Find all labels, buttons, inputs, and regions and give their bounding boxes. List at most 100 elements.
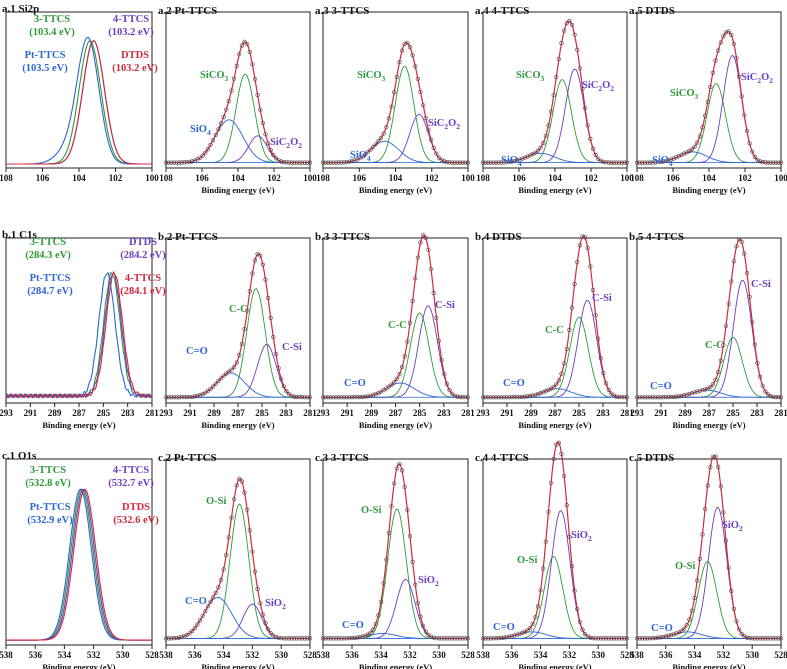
data-point xyxy=(666,158,671,163)
data-point xyxy=(174,395,179,400)
x-tick-label: 536 xyxy=(505,650,519,660)
data-point xyxy=(588,136,593,141)
data-point xyxy=(463,395,468,400)
data-point xyxy=(169,636,174,641)
data-point xyxy=(601,159,606,164)
data-point xyxy=(294,160,300,165)
legend-value-3-ttcs: (103.4 eV) xyxy=(29,27,75,38)
data-point xyxy=(765,636,771,641)
x-tick-label: 281 xyxy=(303,408,317,418)
label-sio4: SiO4 xyxy=(501,155,522,168)
data-point xyxy=(645,636,650,641)
data-point xyxy=(747,635,752,641)
x-tick-label: 534 xyxy=(688,650,702,660)
data-point xyxy=(747,141,752,146)
data-point xyxy=(287,636,292,641)
data-point xyxy=(590,146,596,151)
plot-frame xyxy=(5,458,153,646)
data-point xyxy=(689,608,695,613)
x-tick-label: 530 xyxy=(745,650,759,660)
data-point xyxy=(729,279,734,284)
x-tick-label: 291 xyxy=(183,408,197,418)
data-point xyxy=(776,395,781,400)
label-o-si: O-Si xyxy=(206,496,227,507)
data-point xyxy=(234,483,239,488)
data-point xyxy=(402,41,407,46)
data-point xyxy=(556,440,562,445)
x-tick-label: 283 xyxy=(279,408,293,418)
data-point xyxy=(562,473,567,479)
data-point xyxy=(334,636,339,641)
data-point xyxy=(642,636,648,641)
panel-title: a.5 DTDS xyxy=(629,5,675,17)
data-point xyxy=(429,267,434,272)
label-sic2o2: SiC2O2 xyxy=(741,72,773,85)
data-point xyxy=(650,395,655,400)
data-point xyxy=(252,258,258,263)
data-point xyxy=(614,160,619,165)
data-point xyxy=(197,155,203,160)
data-point xyxy=(668,632,674,638)
x-tick-label: 283 xyxy=(750,408,764,418)
plot-frame xyxy=(636,11,782,169)
x-tick-label: 528 xyxy=(461,650,475,660)
data-point xyxy=(491,160,496,165)
data-point xyxy=(713,58,718,63)
data-point xyxy=(580,627,585,632)
label-c-c: C-C xyxy=(545,325,564,336)
data-point xyxy=(237,52,242,57)
data-point xyxy=(334,395,339,400)
data-point xyxy=(229,515,234,520)
data-point xyxy=(713,454,718,459)
data-point xyxy=(593,313,598,318)
data-point xyxy=(187,159,192,164)
data-point xyxy=(289,636,294,641)
x-tick-label: 538 xyxy=(0,650,13,660)
data-point xyxy=(234,360,239,365)
x-axis-label: Binding energy (eV) xyxy=(359,662,432,669)
x-tick-label: 293 xyxy=(159,408,173,418)
data-point xyxy=(410,299,415,304)
data-point xyxy=(357,395,363,400)
data-point xyxy=(538,391,543,396)
panel-c3: 538 536 534 532 530 528 Binding energy (eV) c.3… xyxy=(315,452,475,669)
data-point xyxy=(695,578,700,583)
data-point xyxy=(166,395,171,400)
data-point xyxy=(488,636,494,641)
label-sio2: SiO2 xyxy=(722,520,743,533)
data-point xyxy=(577,619,583,624)
data-point xyxy=(182,160,187,165)
data-point xyxy=(716,48,721,53)
data-point xyxy=(323,636,328,641)
data-point xyxy=(684,392,689,397)
data-point xyxy=(593,152,598,158)
x-tick-label: 530 xyxy=(591,650,605,660)
data-point xyxy=(455,160,460,165)
data-point xyxy=(609,636,614,641)
panel-b4: 293 291 289 287 285 283 281 Binding energy (eV)… xyxy=(475,231,634,430)
data-point xyxy=(392,380,397,385)
label-c=o: C=O xyxy=(185,596,207,607)
legend-name-4-ttcs: 4-TTCS xyxy=(113,465,149,476)
panel-c2: 538 536 534 532 530 528 Binding energy (eV) c.2… xyxy=(158,452,317,669)
data-point xyxy=(415,255,421,260)
x-tick-label: 108 xyxy=(0,173,13,183)
data-point xyxy=(349,635,355,641)
data-point xyxy=(371,393,376,398)
series-line-dtds xyxy=(6,40,152,165)
x-tick-label: 289 xyxy=(524,408,538,418)
data-point xyxy=(763,636,768,641)
data-point xyxy=(331,636,336,641)
data-point xyxy=(671,156,676,161)
x-tick-label: 532 xyxy=(563,650,577,660)
data-point xyxy=(226,98,231,104)
component-sio2 xyxy=(483,510,627,639)
x-tick-label: 100 xyxy=(774,173,787,183)
data-point xyxy=(650,160,655,165)
data-point xyxy=(533,150,538,155)
data-point xyxy=(533,615,538,620)
data-point xyxy=(292,394,297,399)
data-point xyxy=(480,160,486,165)
data-point xyxy=(426,127,431,132)
data-point xyxy=(603,160,609,165)
